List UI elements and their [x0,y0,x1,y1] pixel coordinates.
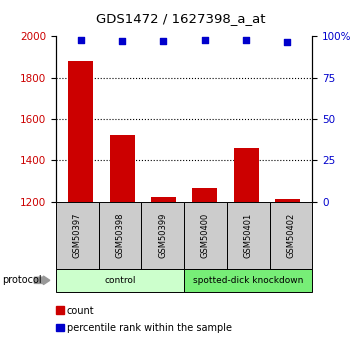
Point [78,38,84,43]
Text: GSM50398: GSM50398 [116,213,125,258]
Bar [151,197,176,202]
Text: GSM50397: GSM50397 [73,213,82,258]
Text: GSM50401: GSM50401 [244,213,253,258]
Point [161,38,166,43]
Bar [68,61,93,202]
Bar [192,188,217,202]
Text: percentile rank within the sample: percentile rank within the sample [67,323,232,333]
Point [284,39,290,44]
Text: GSM50399: GSM50399 [158,213,167,258]
Bar [234,148,258,202]
Bar [275,199,300,202]
Point [202,37,208,43]
Point [243,38,249,43]
Point [119,38,125,44]
Text: protocol: protocol [2,275,42,285]
Text: count: count [67,306,95,315]
Text: GSM50400: GSM50400 [201,213,210,258]
Text: spotted-dick knockdown: spotted-dick knockdown [193,276,303,285]
Bar [110,135,135,202]
Text: GSM50402: GSM50402 [286,213,295,258]
Text: GDS1472 / 1627398_a_at: GDS1472 / 1627398_a_at [96,12,265,25]
Text: control: control [104,276,136,285]
